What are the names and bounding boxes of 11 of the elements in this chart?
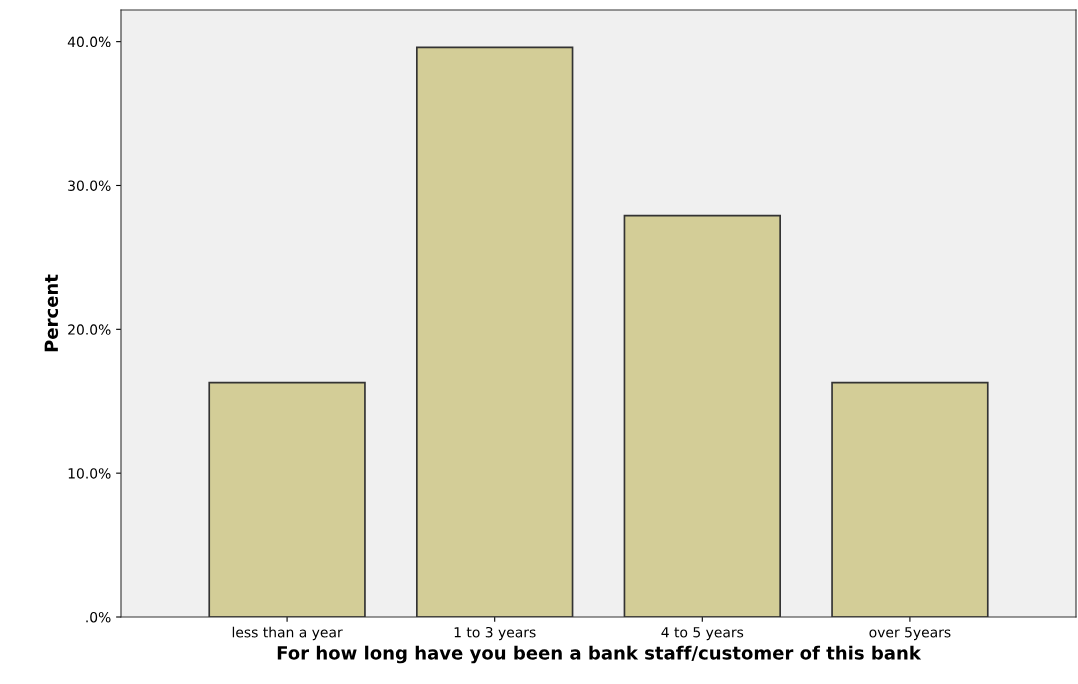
x-tick-label: over 5years (869, 627, 951, 641)
x-tick-label: 4 to 5 years (661, 627, 744, 641)
y-tick-label: 20.0% (68, 324, 111, 335)
y-tick-label: 40.0% (67, 36, 111, 48)
y-tick-label: 10.0% (68, 468, 111, 479)
y-tick-label: 30.0% (68, 180, 111, 191)
y-axis-title: Percent (44, 274, 59, 352)
y-tick-label: .0% (86, 611, 111, 623)
x-tick-label: 1 to 3 years (454, 626, 536, 641)
x-tick-label: less than a year (232, 626, 343, 641)
x-axis-title: For how long have you been a bank staff/customer of this bank (277, 645, 922, 664)
